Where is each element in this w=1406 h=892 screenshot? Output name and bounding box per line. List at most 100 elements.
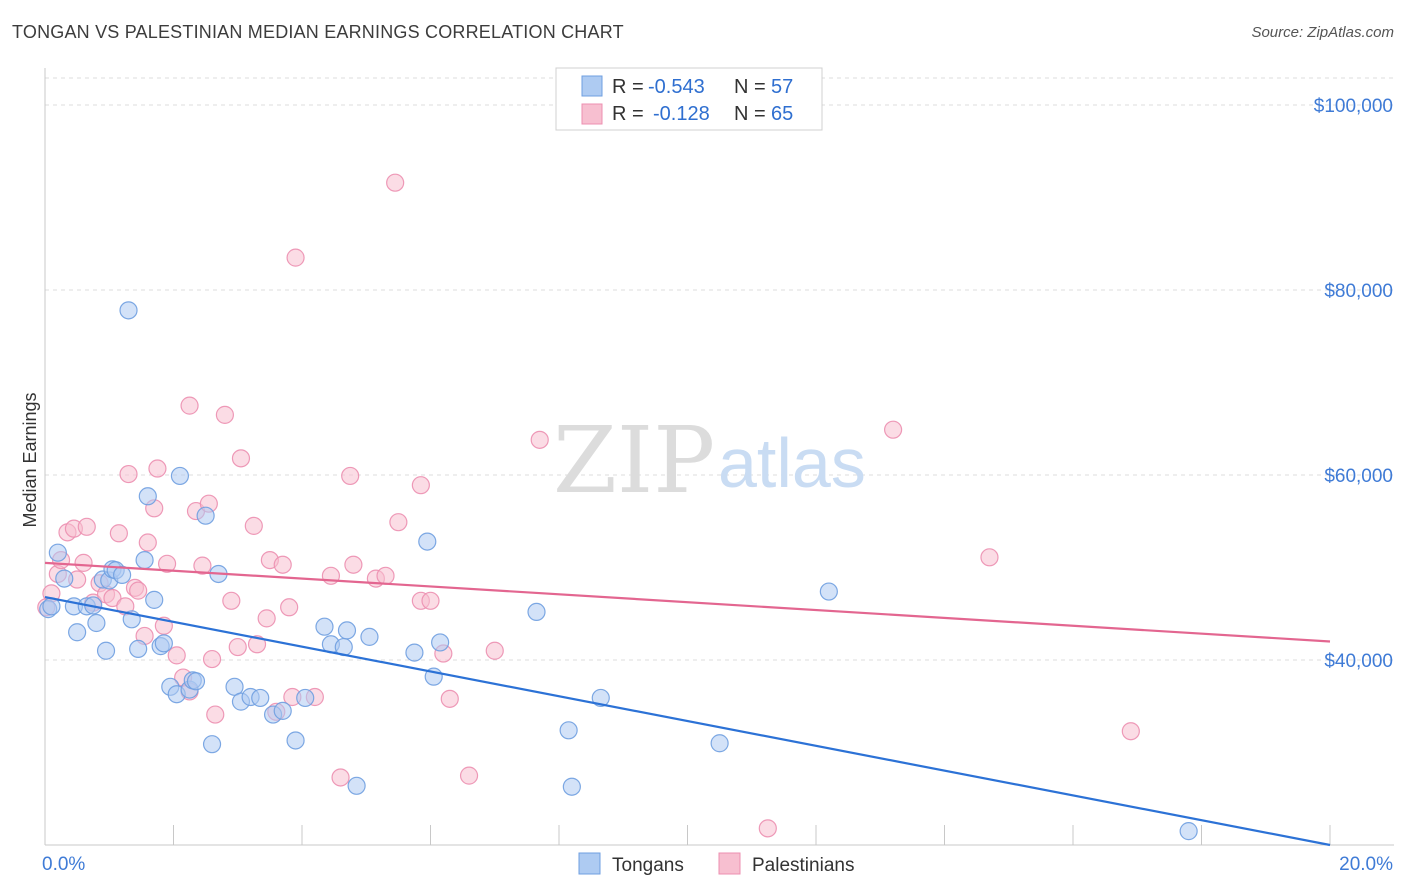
legend-bottom: Tongans Palestinians — [578, 852, 854, 876]
palestinian-point — [206, 705, 225, 724]
palestinian-point — [228, 637, 247, 657]
tongan-point — [135, 550, 154, 570]
x-tick-label: 0.0% — [42, 854, 85, 875]
legend-n-value: 65 — [771, 103, 793, 125]
trend-lines — [44, 561, 1331, 847]
palestinian-point — [103, 588, 122, 608]
tongan-point — [296, 688, 315, 708]
palestinian-point — [74, 553, 93, 572]
palestinian-point — [77, 517, 96, 536]
tongan-point — [431, 633, 450, 652]
tongan-point — [418, 532, 437, 551]
legend-bottom-palestinians-swatch — [718, 852, 741, 875]
palestinian-point — [244, 516, 263, 535]
palestinian-point — [459, 766, 479, 785]
tongan-point — [559, 721, 578, 740]
tongan-point — [55, 569, 74, 588]
palestinian-point — [247, 635, 267, 654]
palestinians-trend-line — [44, 561, 1331, 643]
legend-bottom-tongans-swatch — [578, 852, 601, 875]
tongan-point — [48, 543, 67, 562]
legend-bottom-tongans-label: Tongans — [612, 855, 684, 876]
palestinian-point — [440, 689, 459, 708]
palestinian-point — [1121, 722, 1140, 741]
tongans-trend-line — [44, 596, 1331, 847]
palestinian-point — [344, 555, 363, 574]
palestinian-point — [193, 556, 212, 575]
palestinian-point — [389, 513, 408, 532]
palestinian-point — [180, 396, 199, 415]
y-tick-label: $40,000 — [1324, 651, 1393, 672]
grid — [45, 77, 1394, 661]
chart-title: TONGAN VS PALESTINIAN MEDIAN EARNINGS CO… — [12, 22, 624, 42]
palestinian-point — [758, 819, 777, 838]
tongan-point — [1179, 822, 1198, 841]
palestinian-point — [148, 459, 167, 478]
tongan-point — [154, 634, 173, 653]
palestinian-point — [485, 641, 504, 660]
y-tick-label: $80,000 — [1324, 281, 1393, 302]
palestinian-point — [980, 548, 999, 567]
axes — [44, 68, 1394, 846]
palestinian-point — [411, 476, 430, 495]
legend-r-label: R = — [612, 103, 644, 125]
y-tick-labels: $40,000 $60,000 $80,000 $100,000 — [1314, 96, 1393, 672]
source-credit: Source: ZipAtlas.com — [1251, 24, 1394, 41]
palestinian-point — [341, 466, 360, 486]
tongan-point — [87, 613, 106, 633]
palestinian-point — [202, 649, 222, 669]
tongan-point — [119, 301, 138, 320]
tongan-point — [202, 735, 222, 754]
legend-n-label: N = — [734, 76, 766, 98]
palestinian-point — [129, 581, 148, 600]
tongan-point — [710, 734, 729, 753]
tongan-point — [286, 731, 305, 750]
tongan-point — [591, 688, 610, 708]
tongan-point — [186, 672, 206, 691]
tongan-point — [273, 701, 292, 720]
legend-bottom-palestinians-label: Palestinians — [752, 855, 854, 876]
watermark: ZIP atlas — [553, 407, 866, 514]
watermark-zip: ZIP — [553, 407, 715, 514]
palestinian-point — [273, 555, 292, 574]
palestinian-point — [286, 248, 305, 267]
palestinian-point — [376, 566, 395, 585]
legend-palestinians-swatch — [581, 103, 603, 125]
tongan-point — [337, 621, 357, 640]
palestinian-point — [231, 449, 251, 468]
tongan-point — [138, 487, 157, 506]
tongan-point — [819, 582, 838, 601]
legend-tongans-swatch — [581, 75, 603, 97]
y-tick-label: $100,000 — [1314, 96, 1393, 117]
tongan-point — [96, 641, 116, 660]
legend-n-value: 57 — [771, 76, 793, 98]
legend-top: R = -0.543 N = 57 R = -0.128 N = 65 — [555, 67, 823, 131]
palestinian-point — [215, 405, 234, 424]
palestinian-point — [157, 554, 177, 573]
palestinian-point — [138, 533, 157, 552]
tongan-point — [360, 627, 379, 646]
x-tick-labels: 0.0% 20.0% — [42, 854, 1393, 875]
palestinian-point — [167, 646, 186, 665]
y-axis-label: Median Earnings — [20, 392, 40, 527]
tongan-point — [527, 602, 546, 622]
palestinian-point — [109, 524, 128, 543]
palestinian-point — [119, 464, 138, 484]
tongan-point — [145, 590, 164, 609]
palestinian-point — [386, 173, 405, 192]
legend-r-value: -0.128 — [653, 103, 710, 125]
points — [37, 173, 1198, 841]
legend-n-label: N = — [734, 103, 766, 125]
x-tick-label: 20.0% — [1339, 854, 1393, 875]
palestinian-point — [222, 591, 241, 610]
palestinian-point — [280, 598, 299, 617]
palestinian-point — [883, 420, 903, 439]
palestinian-point — [421, 591, 440, 610]
tongan-point — [405, 643, 424, 662]
tongan-point — [170, 466, 190, 486]
tongan-point — [129, 639, 148, 659]
palestinian-point — [331, 768, 350, 787]
y-tick-label: $60,000 — [1324, 466, 1393, 487]
tongan-point — [196, 506, 215, 525]
watermark-atlas: atlas — [718, 424, 866, 502]
